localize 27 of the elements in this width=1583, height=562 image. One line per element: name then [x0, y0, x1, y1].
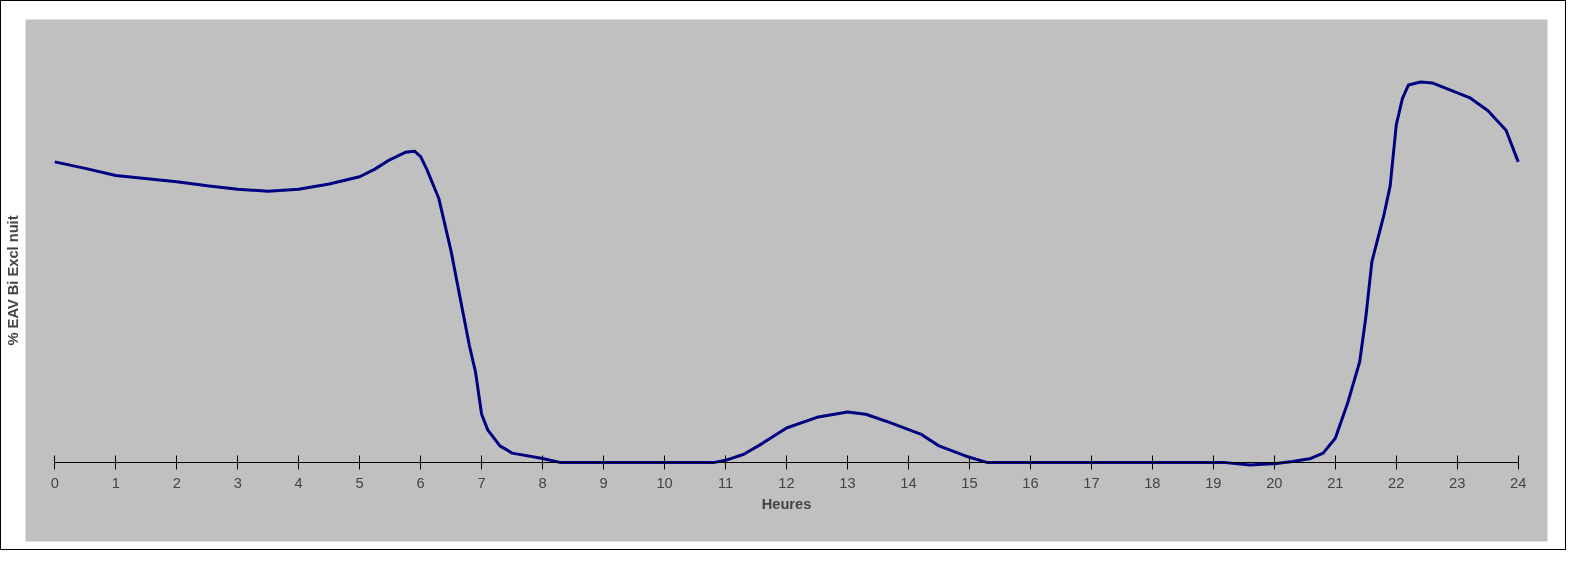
- y-axis-title: % EAV Bi Excl nuit: [4, 215, 21, 346]
- x-tick-label: 17: [1083, 474, 1100, 491]
- x-tick-label: 7: [477, 474, 486, 491]
- x-tick-label: 3: [233, 474, 242, 491]
- x-tick-label: 8: [538, 474, 547, 491]
- x-tick-label: 19: [1205, 474, 1222, 491]
- x-tick-label: 1: [111, 474, 120, 491]
- x-tick-label: 0: [50, 474, 59, 491]
- x-tick-label: 10: [656, 474, 673, 491]
- x-tick-label: 22: [1388, 474, 1405, 491]
- x-tick-label: 23: [1449, 474, 1466, 491]
- x-tick-label: 20: [1266, 474, 1283, 491]
- x-tick-label: 13: [839, 474, 856, 491]
- x-tick-label: 12: [778, 474, 795, 491]
- x-tick-label: 14: [900, 474, 917, 491]
- x-tick-label: 16: [1022, 474, 1039, 491]
- x-tick-label: 24: [1510, 474, 1527, 491]
- x-tick-label: 18: [1144, 474, 1161, 491]
- x-tick-label: 15: [961, 474, 978, 491]
- x-tick-label: 5: [355, 474, 364, 491]
- x-tick-label: 2: [172, 474, 181, 491]
- x-tick-label: 4: [294, 474, 303, 491]
- x-tick-label: 6: [416, 474, 425, 491]
- x-tick-label: 21: [1327, 474, 1344, 491]
- x-tick-label: 11: [717, 474, 734, 491]
- x-tick-label: 9: [599, 474, 608, 491]
- x-axis-title: Heures: [761, 495, 812, 512]
